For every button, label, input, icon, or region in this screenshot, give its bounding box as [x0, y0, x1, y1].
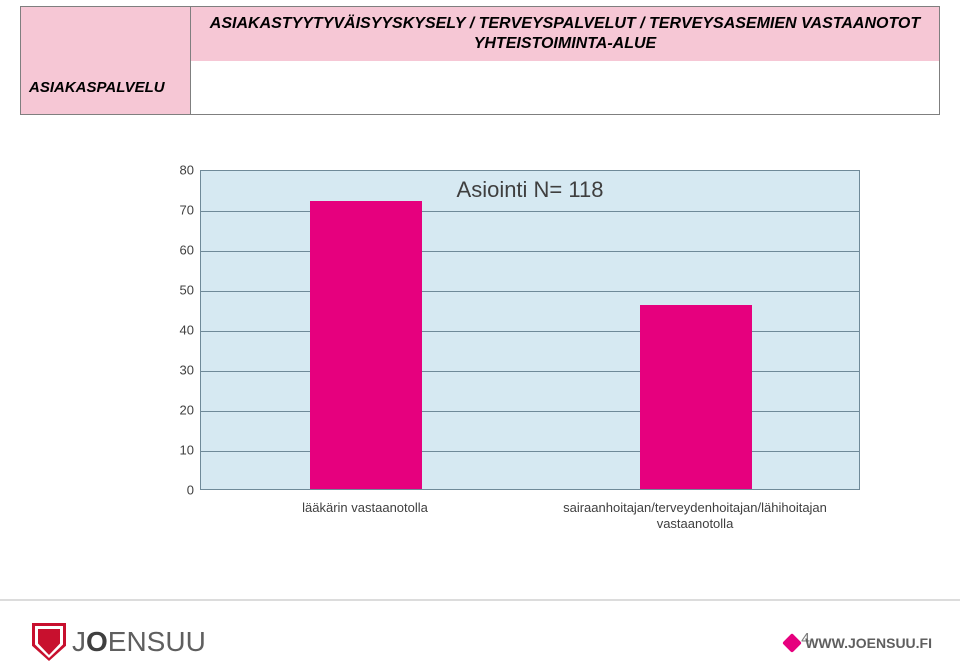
chart-bar	[310, 201, 422, 489]
header-left-label: ASIAKASPALVELU	[21, 79, 190, 96]
chart: Asiointi N= 118 01020304050607080lääkäri…	[160, 170, 860, 540]
footer-url-text: WWW.JOENSUU.FI	[805, 635, 932, 651]
chart-gridline	[201, 371, 859, 372]
chart-title: Asiointi N= 118	[201, 177, 859, 203]
chart-ytick: 30	[160, 363, 194, 378]
chart-gridline	[201, 451, 859, 452]
chart-plot-area: Asiointi N= 118	[200, 170, 860, 490]
chart-ytick: 20	[160, 403, 194, 418]
chart-ytick: 10	[160, 443, 194, 458]
chart-ytick: 40	[160, 323, 194, 338]
chart-gridline	[201, 251, 859, 252]
header-title: ASIAKASTYYTYVÄISYYSKYSELY / TERVEYSPALVE…	[191, 14, 939, 54]
footer-divider	[0, 599, 960, 601]
shield-icon	[32, 623, 66, 661]
chart-gridline	[201, 291, 859, 292]
header-title-line1: ASIAKASTYYTYVÄISYYSKYSELY / TERVEYSPALVE…	[210, 15, 920, 32]
header-table: ASIAKASTYYTYVÄISYYSKYSELY / TERVEYSPALVE…	[20, 6, 940, 115]
chart-xlabel: lääkärin vastaanotolla	[200, 496, 530, 540]
logo-word: JOENSUU	[72, 626, 206, 658]
chart-ytick: 60	[160, 243, 194, 258]
logo-joensuu: JOENSUU	[32, 623, 206, 661]
chart-gridline	[201, 211, 859, 212]
header-title-line2: YHTEISTOIMINTA-ALUE	[474, 35, 657, 52]
chart-gridline	[201, 331, 859, 332]
chart-ytick: 70	[160, 203, 194, 218]
diamond-icon	[782, 633, 802, 653]
chart-ytick: 80	[160, 163, 194, 178]
chart-gridline	[201, 411, 859, 412]
chart-ytick: 50	[160, 283, 194, 298]
chart-bar	[640, 305, 752, 489]
slide: ASIAKASTYYTYVÄISYYSKYSELY / TERVEYSPALVE…	[0, 0, 960, 671]
chart-ytick: 0	[160, 483, 194, 498]
footer-url: WWW.JOENSUU.FI	[785, 635, 932, 651]
chart-xlabel: sairaanhoitajan/terveydenhoitajan/lähiho…	[530, 496, 860, 540]
